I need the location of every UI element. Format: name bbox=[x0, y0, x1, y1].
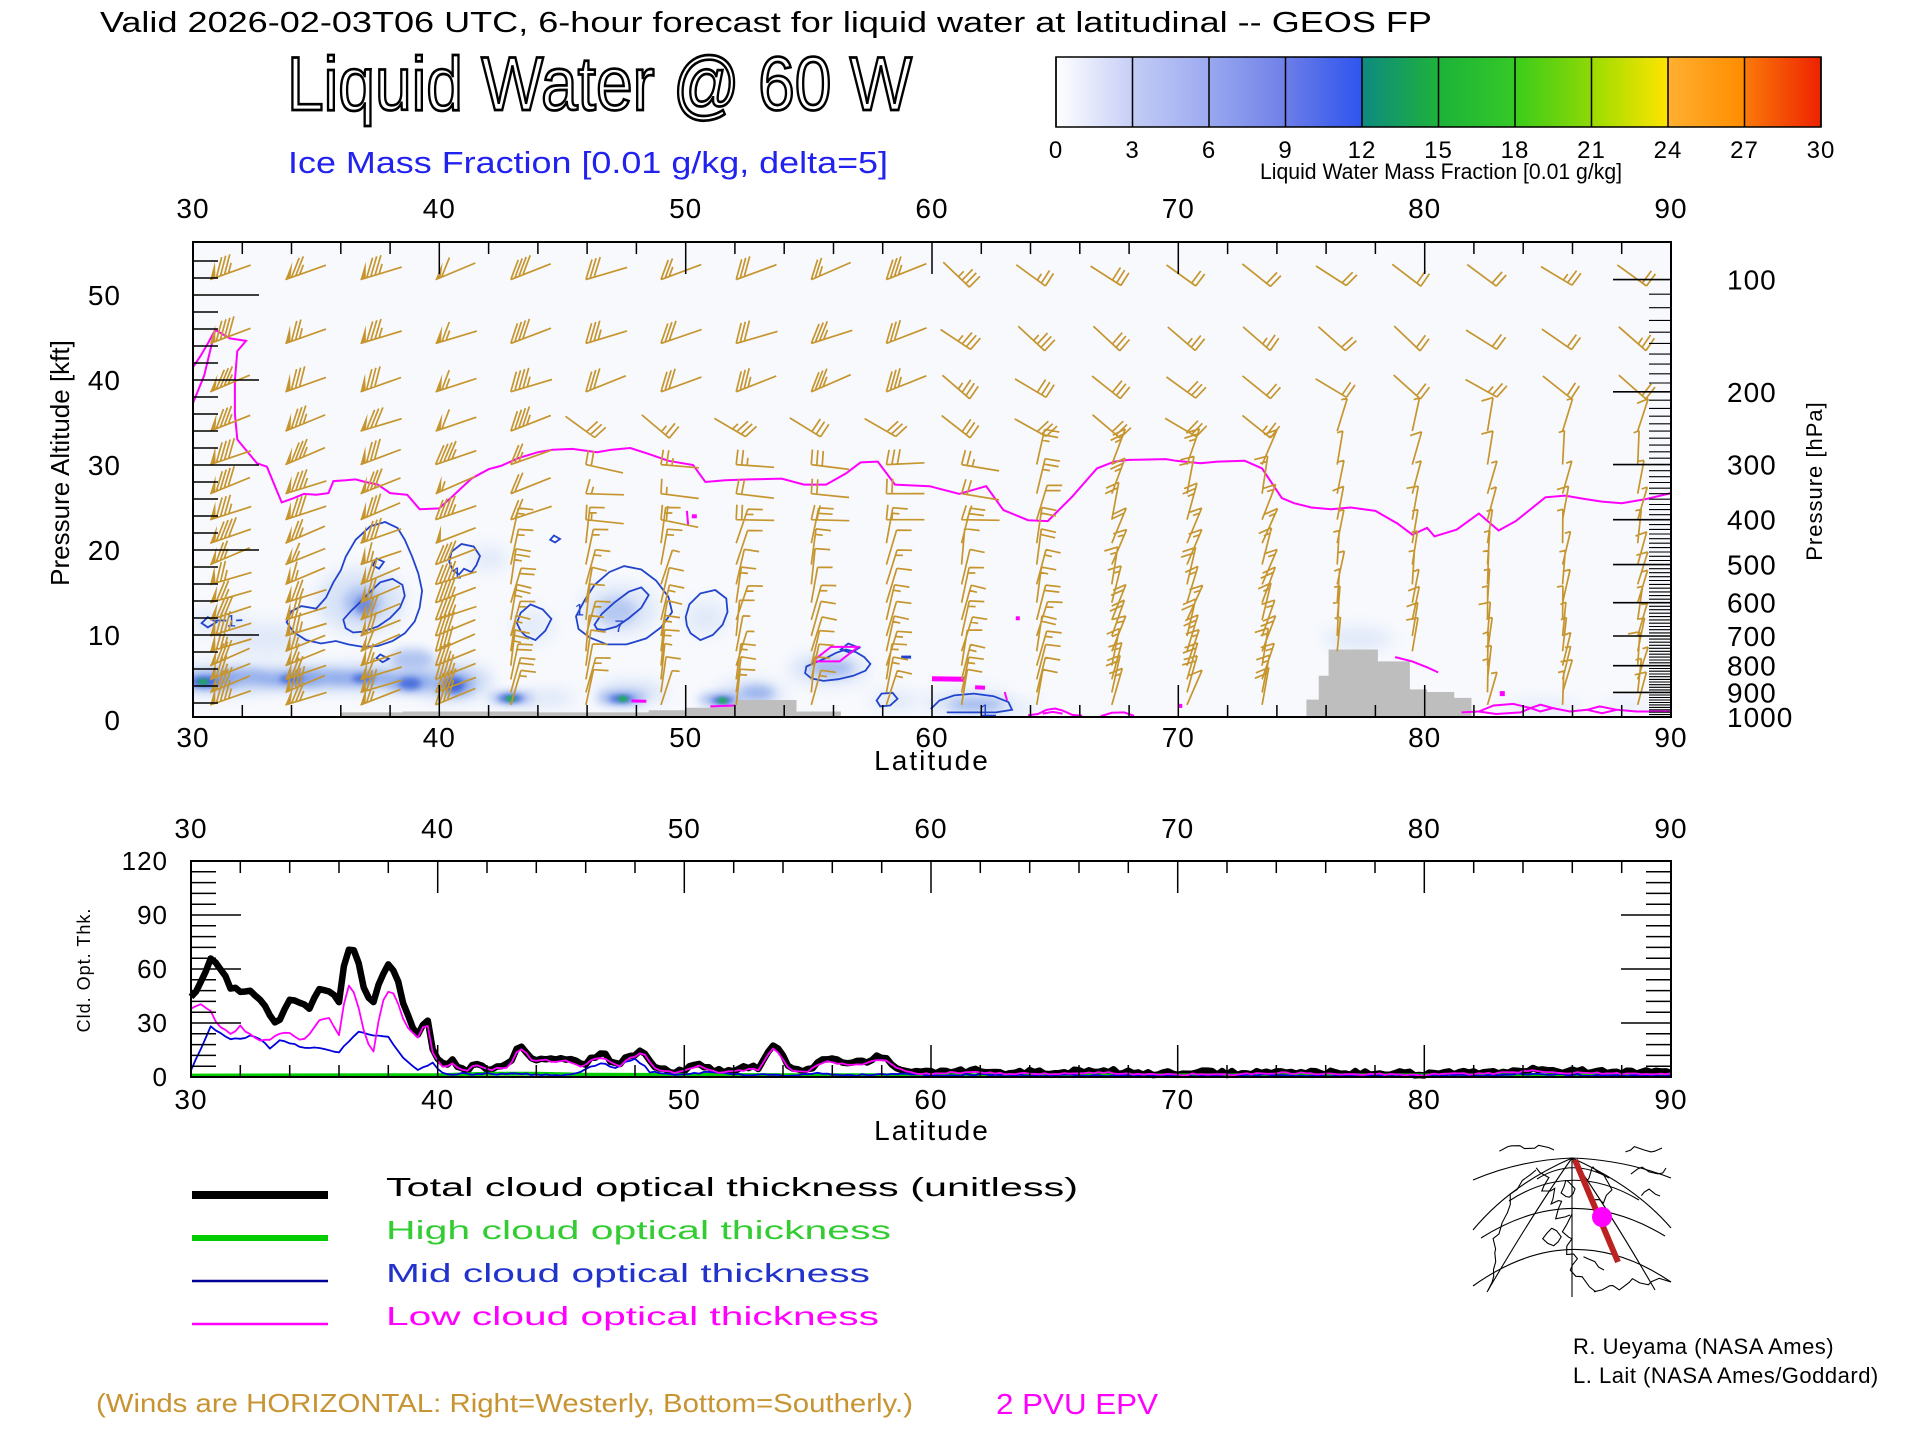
svg-text:50: 50 bbox=[669, 722, 702, 753]
svg-text:L. Lait (NASA Ames/Goddard): L. Lait (NASA Ames/Goddard) bbox=[1573, 1363, 1879, 1388]
svg-text:200: 200 bbox=[1727, 377, 1777, 408]
svg-text:70: 70 bbox=[1162, 193, 1195, 224]
svg-text:Cld. Opt. Thk.: Cld. Opt. Thk. bbox=[74, 908, 94, 1033]
svg-text:1000: 1000 bbox=[1727, 702, 1793, 733]
svg-text:40: 40 bbox=[423, 722, 456, 753]
svg-text:1: 1 bbox=[575, 601, 584, 620]
svg-text:60: 60 bbox=[914, 1084, 947, 1115]
svg-text:40: 40 bbox=[423, 193, 456, 224]
svg-text:Latitude: Latitude bbox=[874, 745, 990, 776]
svg-text:Liquid Water Mass Fraction [0.: Liquid Water Mass Fraction [0.01 g/kg] bbox=[1260, 159, 1622, 184]
svg-text:30: 30 bbox=[174, 1084, 207, 1115]
svg-text:700: 700 bbox=[1727, 621, 1777, 652]
svg-text:30: 30 bbox=[176, 193, 209, 224]
svg-text:70: 70 bbox=[1161, 813, 1194, 844]
svg-text:80: 80 bbox=[1408, 193, 1441, 224]
svg-text:100: 100 bbox=[1727, 265, 1777, 296]
svg-text:Pressure [hPa]: Pressure [hPa] bbox=[1802, 401, 1827, 561]
svg-text:120: 120 bbox=[122, 846, 168, 876]
svg-text:Ice Mass Fraction [0.01 g/kg,: Ice Mass Fraction [0.01 g/kg, delta=5] bbox=[288, 145, 888, 180]
svg-text:(Winds are HORIZONTAL: Right=W: (Winds are HORIZONTAL: Right=Westerly, B… bbox=[96, 1388, 913, 1418]
svg-text:24: 24 bbox=[1654, 137, 1683, 164]
svg-text:40: 40 bbox=[88, 365, 121, 396]
svg-text:10: 10 bbox=[88, 620, 121, 651]
svg-text:Mid cloud optical thickness: Mid cloud optical thickness bbox=[386, 1258, 870, 1288]
svg-text:20: 20 bbox=[88, 535, 121, 566]
svg-text:Liquid Water @ 60 W: Liquid Water @ 60 W bbox=[287, 42, 912, 127]
svg-text:600: 600 bbox=[1727, 588, 1777, 619]
svg-text:80: 80 bbox=[1408, 813, 1441, 844]
svg-text:90: 90 bbox=[1654, 1084, 1687, 1115]
svg-text:R. Ueyama (NASA Ames): R. Ueyama (NASA Ames) bbox=[1573, 1334, 1834, 1359]
svg-text:500: 500 bbox=[1727, 550, 1777, 581]
svg-text:30: 30 bbox=[176, 722, 209, 753]
svg-text:70: 70 bbox=[1162, 722, 1195, 753]
svg-text:0: 0 bbox=[153, 1062, 168, 1092]
svg-text:60: 60 bbox=[137, 954, 168, 984]
svg-text:50: 50 bbox=[88, 280, 121, 311]
svg-text:6: 6 bbox=[1202, 137, 1216, 164]
svg-text:60: 60 bbox=[915, 193, 948, 224]
svg-text:7: 7 bbox=[614, 617, 623, 636]
svg-text:3: 3 bbox=[1125, 137, 1139, 164]
svg-text:0: 0 bbox=[1049, 137, 1063, 164]
svg-text:0: 0 bbox=[104, 705, 121, 736]
svg-text:90: 90 bbox=[1654, 813, 1687, 844]
svg-text:30: 30 bbox=[137, 1008, 168, 1038]
svg-text:90: 90 bbox=[1654, 193, 1687, 224]
svg-text:40: 40 bbox=[421, 1084, 454, 1115]
svg-text:60: 60 bbox=[914, 813, 947, 844]
svg-text:2 PVU EPV: 2 PVU EPV bbox=[996, 1389, 1159, 1421]
svg-text:50: 50 bbox=[669, 193, 702, 224]
svg-text:Total cloud optical thickness: Total cloud optical thickness (unitless) bbox=[386, 1172, 1078, 1202]
svg-text:30: 30 bbox=[174, 813, 207, 844]
svg-text:Latitude: Latitude bbox=[874, 1115, 990, 1146]
svg-text:Low cloud optical thickness: Low cloud optical thickness bbox=[386, 1301, 879, 1331]
svg-text:40: 40 bbox=[421, 813, 454, 844]
svg-text:Pressure Altitude [kft]: Pressure Altitude [kft] bbox=[45, 340, 75, 586]
svg-text:300: 300 bbox=[1727, 450, 1777, 481]
svg-text:50: 50 bbox=[668, 813, 701, 844]
svg-text:90: 90 bbox=[137, 900, 168, 930]
svg-text:80: 80 bbox=[1408, 722, 1441, 753]
svg-text:50: 50 bbox=[668, 1084, 701, 1115]
svg-text:30: 30 bbox=[88, 450, 121, 481]
svg-text:Valid 2026-02-03T06 UTC, 6-hou: Valid 2026-02-03T06 UTC, 6-hour forecast… bbox=[100, 7, 1432, 39]
svg-text:90: 90 bbox=[1654, 722, 1687, 753]
svg-text:400: 400 bbox=[1727, 505, 1777, 536]
svg-text:30: 30 bbox=[1807, 137, 1836, 164]
svg-text:27: 27 bbox=[1730, 137, 1759, 164]
svg-text:70: 70 bbox=[1161, 1084, 1194, 1115]
svg-text:80: 80 bbox=[1408, 1084, 1441, 1115]
svg-text:High cloud optical thickness: High cloud optical thickness bbox=[386, 1215, 891, 1245]
